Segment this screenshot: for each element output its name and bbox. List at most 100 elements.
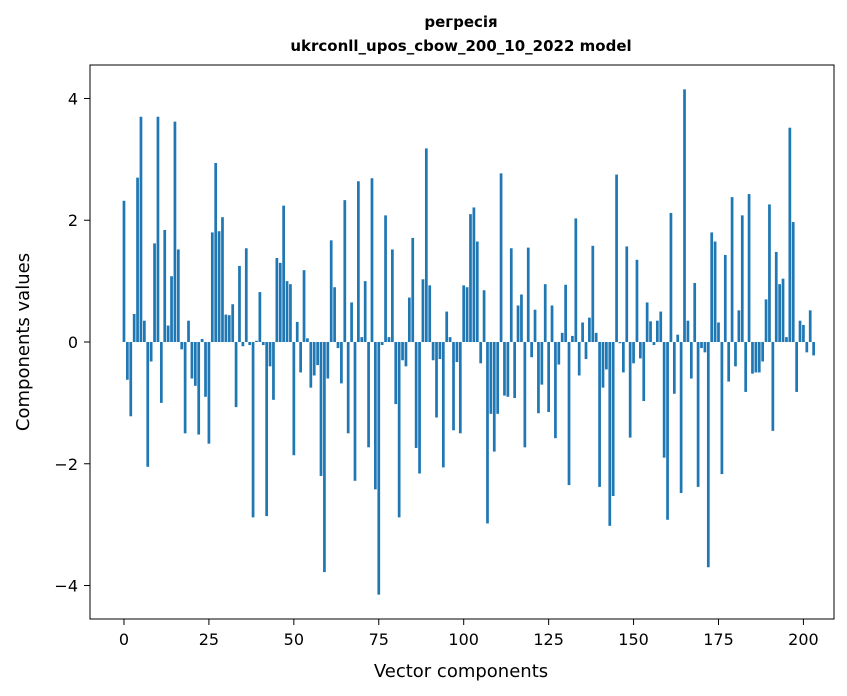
y-axis-ticks: −4 −2 0 2 4 xyxy=(54,89,90,596)
bar xyxy=(363,281,367,342)
bar xyxy=(401,342,404,361)
bar xyxy=(435,342,438,418)
bar xyxy=(132,314,136,342)
bar xyxy=(615,174,618,342)
bar xyxy=(176,249,180,342)
bar xyxy=(197,342,201,435)
bar xyxy=(530,342,533,358)
bar xyxy=(693,282,697,342)
bar xyxy=(652,342,656,346)
bar xyxy=(146,342,150,467)
bar xyxy=(306,338,309,342)
bar xyxy=(261,342,265,346)
bar xyxy=(577,342,581,376)
bar xyxy=(475,241,479,342)
bar xyxy=(655,320,659,342)
bar xyxy=(499,173,503,342)
bar xyxy=(812,342,815,356)
bar xyxy=(564,284,567,342)
bar xyxy=(452,342,455,431)
bar xyxy=(387,337,391,342)
bar xyxy=(669,212,673,342)
bar xyxy=(438,342,442,360)
x-axis-ticks: 0 25 50 75 100 125 150 175 200 xyxy=(119,619,819,649)
x-tick-label: 150 xyxy=(618,630,649,649)
bar xyxy=(411,237,415,342)
bar xyxy=(360,337,364,342)
y-tick-label: −4 xyxy=(54,577,78,596)
bar xyxy=(210,232,214,342)
bar xyxy=(754,342,758,373)
bar xyxy=(676,334,680,342)
bar xyxy=(571,335,574,342)
bar xyxy=(200,338,204,342)
bar xyxy=(234,342,238,408)
bar xyxy=(428,285,432,342)
bar xyxy=(374,342,377,490)
bar-series xyxy=(122,89,815,595)
bar xyxy=(346,342,350,434)
bar xyxy=(588,317,591,342)
bar xyxy=(798,320,802,342)
bar xyxy=(771,342,775,431)
bar xyxy=(465,287,469,342)
bar xyxy=(421,279,425,342)
bar xyxy=(214,163,218,342)
bar xyxy=(397,342,401,518)
bar xyxy=(255,340,258,342)
bar xyxy=(523,342,527,448)
bar xyxy=(394,342,398,405)
bar xyxy=(751,342,754,374)
bar xyxy=(696,342,700,487)
bar xyxy=(492,342,496,452)
bar xyxy=(336,342,340,349)
chart-title-group: регресія ukrconll_upos_cbow_200_10_2022 … xyxy=(290,13,631,55)
bar xyxy=(625,246,629,342)
bar xyxy=(302,270,306,342)
bar xyxy=(560,332,564,342)
bar xyxy=(686,320,690,342)
bar xyxy=(479,342,483,364)
bar xyxy=(720,342,724,475)
bar xyxy=(557,342,561,365)
y-tick-label: −2 xyxy=(54,455,78,474)
bar xyxy=(802,324,805,342)
chart-title: регресія xyxy=(424,13,497,31)
bar xyxy=(808,310,812,342)
bar xyxy=(323,342,326,573)
bar xyxy=(639,342,642,359)
bar xyxy=(391,249,394,342)
bar xyxy=(543,284,547,342)
bar xyxy=(581,322,584,342)
bar xyxy=(469,214,472,342)
bar xyxy=(309,342,313,388)
bar xyxy=(730,197,734,342)
bar xyxy=(781,278,785,342)
bar xyxy=(455,342,459,363)
bar xyxy=(441,342,445,468)
bar xyxy=(774,251,778,342)
bar xyxy=(224,314,228,342)
x-tick-label: 0 xyxy=(119,630,129,649)
bar xyxy=(509,248,513,342)
x-tick-label: 100 xyxy=(448,630,479,649)
bar xyxy=(278,262,282,342)
bar xyxy=(343,200,347,342)
bar xyxy=(424,148,428,342)
bar xyxy=(204,342,207,397)
bar xyxy=(482,290,486,342)
bar xyxy=(404,342,408,367)
bar xyxy=(190,342,194,379)
bar xyxy=(706,342,710,568)
bar xyxy=(370,178,374,342)
bar xyxy=(506,342,510,397)
bar xyxy=(258,292,262,342)
bar xyxy=(533,309,537,342)
bar xyxy=(217,231,221,342)
bar xyxy=(357,181,360,342)
bar xyxy=(649,321,652,342)
bar xyxy=(761,342,765,362)
bar xyxy=(231,304,235,342)
x-tick-label: 200 xyxy=(788,630,819,649)
bar xyxy=(462,285,466,342)
